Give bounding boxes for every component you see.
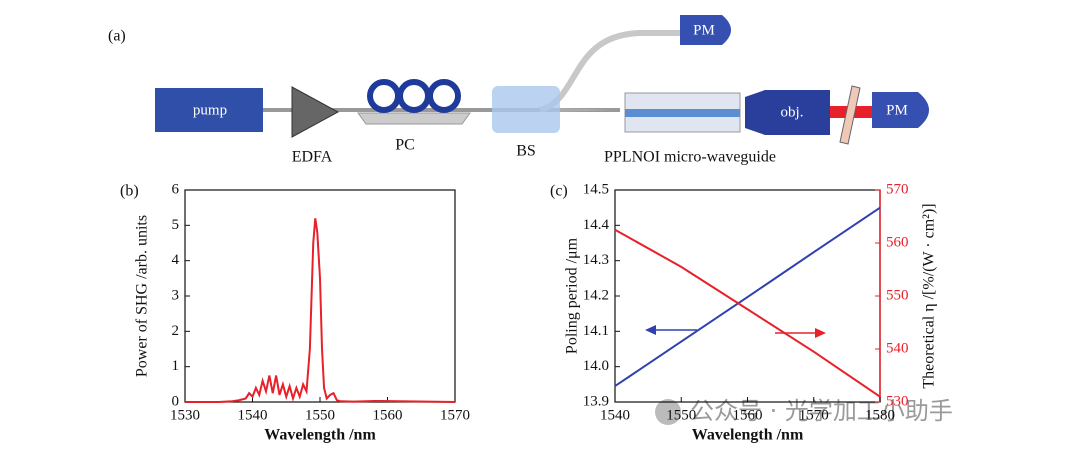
x-tick-label: 1550 <box>305 407 335 423</box>
x-tick-label: 1570 <box>440 407 470 423</box>
pm-label: PM <box>886 102 908 118</box>
x-tick-label: 1580 <box>865 407 895 423</box>
y2-tick-label: 550 <box>886 287 909 303</box>
x-axis-label: Wavelength /nm <box>692 427 804 444</box>
edfa-triangle <box>291 86 340 138</box>
pm-label: PM <box>693 22 715 38</box>
y2-tick-label: 530 <box>886 393 909 409</box>
objective-label: obj. <box>781 104 804 120</box>
y-tick-label: 14.1 <box>583 323 609 339</box>
panel-label: (b) <box>120 183 139 200</box>
x-tick-label: 1560 <box>373 407 403 423</box>
diagram: (a) pump EDFA PC BS PPLNOI micro-wavegui… <box>108 15 929 166</box>
waveguide-core <box>625 109 740 117</box>
y-tick-label: 5 <box>172 217 180 233</box>
x-tick-label: 1570 <box>799 407 829 423</box>
y2-axis-label: Theoretical η /[%/(W · cm²)] <box>921 203 938 388</box>
annotations <box>645 325 826 338</box>
pc-loop <box>367 79 401 113</box>
y-tick-label: 3 <box>172 287 180 303</box>
x-tick-label: 1540 <box>600 407 630 423</box>
y2-tick-label: 540 <box>886 340 909 356</box>
y-tick-label: 13.9 <box>583 393 609 409</box>
pump-label: pump <box>193 102 227 118</box>
pc-plate <box>357 112 471 125</box>
x-tick-label: 1540 <box>238 407 268 423</box>
y2-tick-label: 560 <box>886 234 909 250</box>
fiber-tip <box>560 108 615 112</box>
data-line <box>614 206 881 387</box>
x-tick-label: 1550 <box>666 407 696 423</box>
pc-loop <box>427 79 461 113</box>
waveguide-label: PPLNOI micro-waveguide <box>604 149 776 166</box>
y-axis-label: Poling period /μm <box>564 237 581 354</box>
pc-label: PC <box>395 137 415 154</box>
panel-label: (c) <box>550 183 568 200</box>
y-tick-label: 6 <box>172 181 180 197</box>
panel-label: (a) <box>108 28 126 45</box>
x-tick-label: 1560 <box>733 407 763 423</box>
y2-tick-label: 570 <box>886 181 909 197</box>
y-tick-label: 4 <box>172 252 180 268</box>
filter <box>839 85 861 145</box>
data-line <box>185 218 456 403</box>
edfa-label: EDFA <box>292 149 333 166</box>
y-tick-label: 14.2 <box>583 287 609 303</box>
pm-top-box <box>680 15 731 45</box>
arrow-head <box>815 328 826 338</box>
x-tick-label: 1530 <box>170 407 200 423</box>
y-axis-label: Power of SHG /arb. units <box>134 215 151 377</box>
y-tick-label: 14.4 <box>583 217 610 233</box>
data-line <box>614 228 881 398</box>
bs-box <box>492 86 560 133</box>
y-tick-label: 1 <box>172 358 180 374</box>
bs-label: BS <box>516 143 536 160</box>
objective <box>745 90 830 135</box>
pm-right-box <box>872 92 929 128</box>
y-tick-label: 14.3 <box>583 252 609 268</box>
y-tick-label: 14.0 <box>583 358 609 374</box>
watermark-icon <box>655 399 681 425</box>
arrow-head <box>645 325 656 335</box>
pump-box <box>155 88 263 132</box>
y-tick-label: 2 <box>172 323 180 339</box>
y-tick-label: 14.5 <box>583 181 609 197</box>
pc-loop <box>397 79 431 113</box>
x-axis-label: Wavelength /nm <box>264 427 376 444</box>
y-tick-label: 0 <box>172 393 180 409</box>
